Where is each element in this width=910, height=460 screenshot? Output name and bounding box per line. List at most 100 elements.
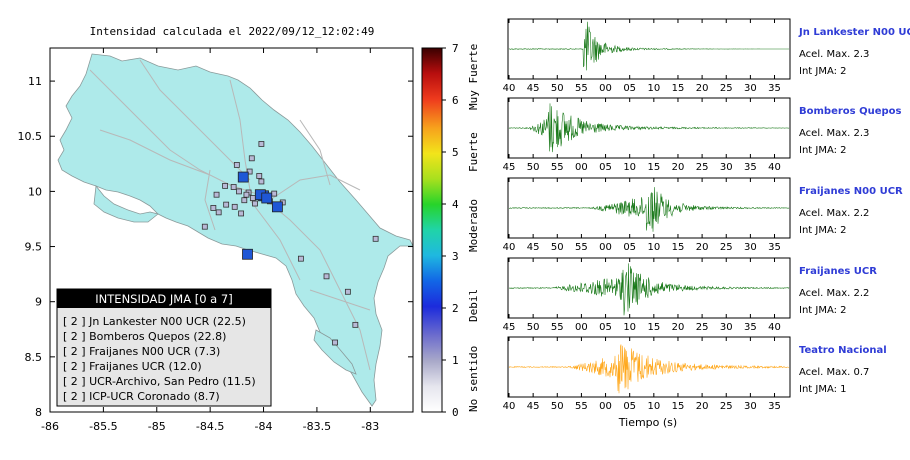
trace-tick-label: 35 <box>768 242 781 253</box>
trace-int-jma: Int JMA: 1 <box>799 384 847 395</box>
legend-item: [ 2 ] Jn Lankester N00 UCR (22.5) <box>63 315 246 328</box>
legend-item: [ 2 ] Bomberos Quepos (22.8) <box>63 330 226 343</box>
trace-station-name: Jn Lankester N00 UCR <box>798 27 910 38</box>
trace-tick-label: 45 <box>527 83 540 94</box>
trace-tick-label: 15 <box>672 242 685 253</box>
trace-tick-label: 00 <box>599 401 612 412</box>
map-xtick-label: -83.5 <box>303 420 331 433</box>
colorbar-tick-label: 0 <box>452 406 459 419</box>
station-marker-light <box>230 184 237 190</box>
trace-tick-label: 55 <box>575 242 588 253</box>
station-marker-strong <box>272 201 283 213</box>
trace-5: 40 45 50 55 00 05 10 15 20 25 30 35 Teatro Nacional A… <box>503 336 887 412</box>
station-marker-light <box>241 197 248 204</box>
trace-tick-label: 20 <box>672 322 685 333</box>
trace-accel: Acel. Max. 2.2 <box>799 288 869 299</box>
station-marker-light <box>372 235 379 242</box>
trace-station-name: Bomberos Quepos <box>799 106 902 117</box>
station-marker-light <box>201 223 208 230</box>
station-marker-light <box>248 155 255 162</box>
map-ytick-label: 8.5 <box>25 351 43 364</box>
trace-tick-label: 30 <box>720 322 733 333</box>
colorbar-tick-label: 4 <box>452 198 459 211</box>
waveform <box>508 344 790 394</box>
road <box>309 289 371 311</box>
map-ytick-label: 10.5 <box>18 130 43 143</box>
trace-accel: Acel. Max. 2.3 <box>799 49 869 60</box>
trace-tick-label: 15 <box>647 322 660 333</box>
legend-item: [ 2 ] UCR-Archivo, San Pedro (11.5) <box>63 375 256 388</box>
station-marker-light <box>231 203 238 210</box>
colorbar-label-muy-fuerte: Muy Fuerte <box>467 44 480 110</box>
map-ytick-label: 11 <box>28 75 42 88</box>
trace-int-jma: Int JMA: 2 <box>799 145 847 156</box>
trace-tick-label: 25 <box>696 162 709 173</box>
trace-int-jma: Int JMA: 2 <box>799 225 847 236</box>
colorbar: 0 1 2 3 4 5 6 7 No sentido Debil Moderado Fuert… <box>421 42 480 419</box>
map-ytick-label: 9.5 <box>25 241 43 254</box>
station-marker-light <box>215 209 222 216</box>
trace-tick-label: 40 <box>503 83 516 94</box>
trace-tick-label: 50 <box>527 162 540 173</box>
trace-tick-label: 20 <box>696 83 709 94</box>
map-ytick-label: 10 <box>28 185 42 198</box>
map-ytick-label: 9 <box>35 296 42 309</box>
station-marker-light <box>252 200 258 207</box>
time-axis-label: Tiempo (s) <box>618 416 677 429</box>
trace-tick-label: 45 <box>503 162 516 173</box>
trace-tick-label: 20 <box>672 162 685 173</box>
trace-tick-label: 25 <box>720 83 733 94</box>
trace-tick-label: 00 <box>599 242 612 253</box>
trace-tick-label: 55 <box>551 322 564 333</box>
trace-tick-label: 55 <box>551 162 564 173</box>
road <box>299 119 331 186</box>
trace-tick-label: 45 <box>503 322 516 333</box>
colorbar-label-no-sentido: No sentido <box>467 346 480 412</box>
trace-tick-label: 10 <box>647 83 660 94</box>
station-marker-light <box>323 273 330 280</box>
colorbar-label-fuerte: Fuerte <box>467 132 480 172</box>
colorbar-label-debil: Debil <box>467 289 480 322</box>
map-xtick-label: -85.5 <box>89 420 117 433</box>
trace-int-jma: Int JMA: 2 <box>799 66 847 77</box>
legend-title: INTENSIDAD JMA [0 a 7] <box>95 292 232 306</box>
station-marker-light <box>236 188 242 195</box>
station-marker-light <box>243 191 250 198</box>
colorbar-tick-label: 2 <box>452 302 459 315</box>
trace-tick-label: 50 <box>527 322 540 333</box>
station-marker-light <box>258 141 265 147</box>
trace-tick-label: 40 <box>768 322 781 333</box>
trace-tick-label: 10 <box>647 242 660 253</box>
trace-tick-label: 25 <box>696 322 709 333</box>
map-xtick-label: -84.5 <box>196 420 224 433</box>
legend-item: [ 2 ] Fraijanes UCR (12.0) <box>63 360 202 373</box>
trace-tick-label: 25 <box>720 401 733 412</box>
trace-accel: Acel. Max. 2.3 <box>799 128 869 139</box>
trace-tick-label: 55 <box>575 401 588 412</box>
road <box>259 194 371 371</box>
seismogram-panel: 40 45 50 55 00 05 10 15 20 25 30 35 Jn Lankester N00… <box>503 18 910 412</box>
legend-header <box>57 289 271 308</box>
map-xtick-label: -83 <box>361 420 379 433</box>
trace-tick-label: 30 <box>744 242 757 253</box>
colorbar-label-moderado: Moderado <box>467 199 480 252</box>
trace-tick-label: 45 <box>527 401 540 412</box>
colorbar-tick-label: 5 <box>452 146 459 159</box>
station-marker-light <box>297 255 304 262</box>
map-xtick-label: -84 <box>255 420 273 433</box>
trace-tick-label: 25 <box>720 242 733 253</box>
trace-tick-label: 00 <box>575 162 588 173</box>
trace-tick-label: 30 <box>744 83 757 94</box>
trace-tick-label: 40 <box>503 242 516 253</box>
road <box>204 169 216 231</box>
station-marker-light <box>213 191 220 198</box>
trace-tick-label: 00 <box>599 83 612 94</box>
trace-tick-label: 00 <box>575 322 588 333</box>
legend: INTENSIDAD JMA [0 a 7] [ 2 ] Jn Lankeste… <box>56 288 272 407</box>
station-marker-light <box>249 195 256 201</box>
map-frame <box>49 47 414 413</box>
trace-tick-label: 55 <box>575 83 588 94</box>
station-marker-light <box>258 178 265 185</box>
station-marker-strong <box>242 248 253 260</box>
